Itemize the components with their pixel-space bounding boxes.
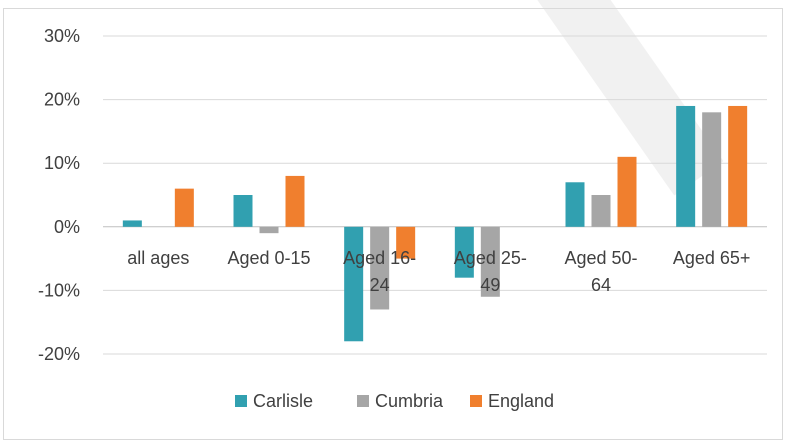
legend-swatch-cumbria	[357, 395, 369, 407]
category-label-line: 64	[591, 275, 611, 295]
category-label: Aged 50- 64	[564, 248, 637, 295]
y-axis-labels: 30% 20% 10% 0% -10% -20%	[38, 26, 80, 364]
category-label: Aged 0-15	[227, 248, 310, 268]
bar-england-4	[617, 156, 637, 227]
bar-england-5	[728, 105, 748, 227]
y-tick-label: -20%	[38, 344, 80, 364]
category-label: Aged 16- 24	[343, 248, 416, 295]
category-label: Aged 65+	[673, 248, 751, 268]
bar-carlisle-1	[233, 195, 253, 227]
legend-label: Carlisle	[253, 391, 313, 411]
bar-cumbria-1	[259, 226, 279, 234]
bar-cumbria-5	[702, 112, 722, 227]
category-label: all ages	[127, 248, 189, 268]
bar-carlisle-4	[565, 182, 585, 227]
y-tick-label: -10%	[38, 280, 80, 300]
category-label-line: Aged 0-15	[227, 248, 310, 268]
category-label-line: 49	[480, 275, 500, 295]
bar-carlisle-5	[676, 105, 696, 227]
bar-cumbria-4	[591, 195, 611, 227]
bars	[122, 105, 748, 342]
bar-carlisle-0	[122, 220, 142, 227]
gridlines	[103, 35, 767, 355]
category-label-line: all ages	[127, 248, 189, 268]
legend-swatch-carlisle	[235, 395, 247, 407]
y-tick-label: 10%	[44, 153, 80, 173]
bar-carlisle-3	[454, 226, 474, 278]
bar-england-0	[174, 188, 194, 227]
legend-label: England	[488, 391, 554, 411]
bar-england-2	[396, 226, 416, 259]
category-label-line: Aged 16-	[343, 248, 416, 268]
bar-cumbria-3	[480, 226, 500, 297]
y-tick-label: 20%	[44, 90, 80, 110]
legend-label: Cumbria	[375, 391, 444, 411]
category-label-line: Aged 25-	[454, 248, 527, 268]
chart-frame	[3, 8, 783, 440]
y-tick-label: 30%	[44, 26, 80, 46]
category-label-line: 24	[370, 275, 390, 295]
legend-swatch-england	[470, 395, 482, 407]
legend: Carlisle Cumbria England	[235, 391, 554, 411]
bar-england-1	[285, 175, 305, 227]
bar-carlisle-2	[344, 226, 364, 342]
category-label-line: Aged 65+	[673, 248, 751, 268]
y-tick-label: 0%	[54, 217, 80, 237]
category-label: Aged 25- 49	[454, 248, 527, 295]
bar-cumbria-2	[370, 226, 390, 310]
category-label-line: Aged 50-	[564, 248, 637, 268]
